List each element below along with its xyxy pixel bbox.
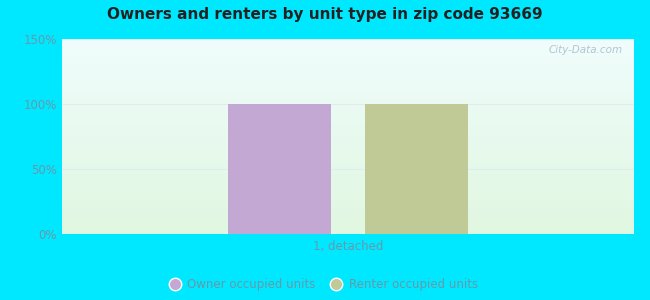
Bar — [227, 104, 331, 234]
Legend: Owner occupied units, Renter occupied units: Owner occupied units, Renter occupied un… — [172, 278, 478, 291]
Bar — [365, 104, 468, 234]
Text: City-Data.com: City-Data.com — [548, 45, 622, 55]
Text: Owners and renters by unit type in zip code 93669: Owners and renters by unit type in zip c… — [107, 8, 543, 22]
